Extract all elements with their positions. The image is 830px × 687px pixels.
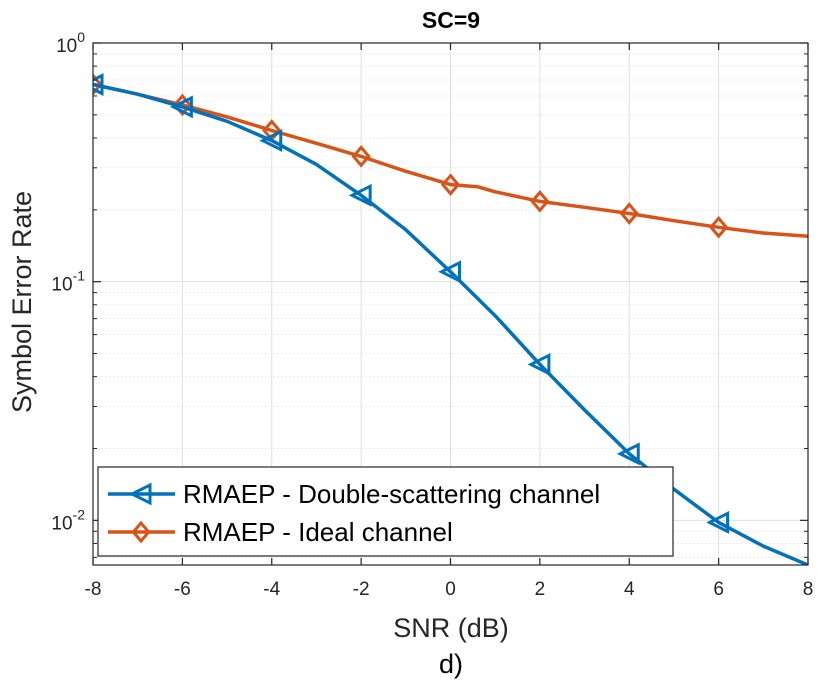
series-layer (93, 73, 808, 565)
data-point-ideal (440, 173, 461, 196)
x-tick-label: -2 (353, 579, 370, 600)
data-point-ideal (530, 190, 550, 213)
legend-label-0: RMAEP - Double-scattering channel (183, 479, 600, 509)
data-point-ideal (619, 202, 639, 225)
series-0 (93, 73, 808, 565)
legend-box (97, 466, 674, 557)
y-tick-label: 10-2 (51, 506, 85, 534)
series-line-ideal (93, 82, 808, 238)
figure-caption: d) (439, 649, 463, 679)
legend-marker-1 (131, 520, 151, 544)
legend-marker-0 (128, 482, 152, 506)
data-point-double-scattering (170, 95, 193, 119)
data-point-double-scattering (527, 353, 551, 376)
grid (92, 42, 809, 565)
x-tick-label: -4 (263, 579, 280, 600)
x-tick-label: 6 (713, 579, 724, 600)
x-tick-label: 2 (535, 579, 546, 600)
data-point-ideal (351, 145, 371, 168)
tick-layer: -8 -6 -4 -2 0 2 4 6 8 100 10-1 10-2 (51, 29, 813, 600)
chart-title: SC=9 (422, 7, 480, 33)
data-point-double-scattering (438, 260, 461, 284)
data-point-double-scattering (93, 73, 104, 96)
data-point-ideal (172, 93, 192, 117)
data-point-double-scattering (616, 442, 640, 466)
y-axis-label: Symbol Error Rate (7, 191, 37, 413)
y-tick-label: 100 (56, 29, 85, 57)
x-tick-label: -6 (174, 579, 191, 600)
x-axis-label: SNR (dB) (393, 613, 509, 643)
series-line-double-scattering (93, 82, 808, 565)
x-tick-label: 0 (445, 579, 456, 600)
x-tick-label: -8 (85, 579, 102, 600)
series-1 (93, 73, 808, 239)
x-tick-label: 4 (624, 579, 635, 600)
legend: RMAEP - Double-scattering channel RMAEP -… (97, 466, 674, 557)
data-point-ideal (93, 73, 103, 96)
data-point-double-scattering (259, 129, 283, 153)
y-tick-label: 10-1 (51, 268, 85, 296)
x-tick-label: 8 (803, 579, 814, 600)
data-point-ideal (709, 215, 729, 239)
data-point-double-scattering (706, 511, 730, 534)
legend-label-1: RMAEP - Ideal channel (183, 517, 453, 547)
data-point-double-scattering (348, 183, 372, 207)
